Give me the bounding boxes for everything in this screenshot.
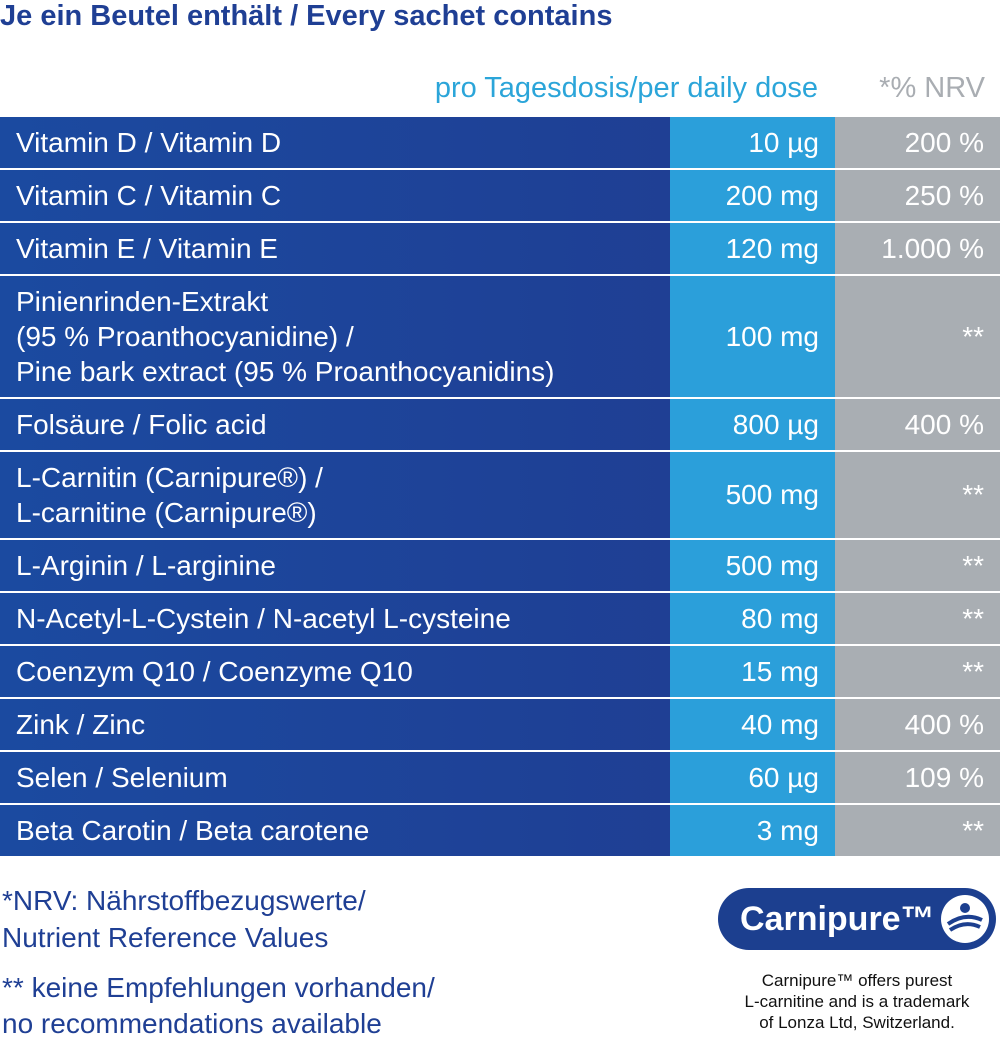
name-line: Vitamin E / Vitamin E xyxy=(16,233,278,264)
nutrient-name: Folsäure / Folic acid xyxy=(0,399,670,450)
amount-cell: 40 mg xyxy=(670,699,835,750)
amount-cell: 500 mg xyxy=(670,540,835,591)
caption-line: of Lonza Ltd, Switzerland. xyxy=(759,1013,955,1032)
column-header: *% NRV xyxy=(879,72,985,104)
nutrient-name: Vitamin C / Vitamin C xyxy=(0,170,670,221)
footnote: *NRV: Nährstoffbezugswerte/ xyxy=(2,885,366,916)
nrv-cell: 250 % xyxy=(835,170,1000,221)
nrv-cell: 200 % xyxy=(835,117,1000,168)
amount-cell: 500 mg xyxy=(670,452,835,538)
nrv-cell: 400 % xyxy=(835,699,1000,750)
footnote: Nutrient Reference Values xyxy=(2,922,329,953)
footnote: no recommendations available xyxy=(2,1008,382,1039)
nrv-cell: ** xyxy=(835,805,1000,856)
name-line: Selen / Selenium xyxy=(16,762,228,793)
nutrient-name: Vitamin D / Vitamin D xyxy=(0,117,670,168)
table-row: L-Arginin / L-arginine 500 mg ** xyxy=(0,540,1000,593)
nrv-cell: 109 % xyxy=(835,752,1000,803)
nutrient-name: Beta Carotin / Beta carotene xyxy=(0,805,670,856)
table-row: Vitamin C / Vitamin C 200 mg 250 % xyxy=(0,170,1000,223)
title: Je ein Beutel enthält / Every sachet con… xyxy=(0,0,613,32)
name-line: Coenzym Q10 / Coenzyme Q10 xyxy=(16,656,413,687)
name-line: Beta Carotin / Beta carotene xyxy=(16,815,370,846)
amount-cell: 15 mg xyxy=(670,646,835,697)
nutrient-name: L-Carnitin (Carnipure®) / L-carnitine (Ca… xyxy=(0,452,670,538)
nutrient-name: N-Acetyl-L-Cystein / N-acetyl L-cysteine xyxy=(0,593,670,644)
name-line: N-Acetyl-L-Cystein / N-acetyl L-cysteine xyxy=(16,603,511,634)
logo-icon xyxy=(941,895,989,943)
nutrient-name: Coenzym Q10 / Coenzyme Q10 xyxy=(0,646,670,697)
table-row: Coenzym Q10 / Coenzyme Q10 15 mg ** xyxy=(0,646,1000,699)
nrv-cell: 1.000 % xyxy=(835,223,1000,274)
caption-line: Carnipure™ offers purest xyxy=(761,971,953,990)
amount-cell: 200 mg xyxy=(670,170,835,221)
nutrient-name: Zink / Zinc xyxy=(0,699,670,750)
name-line: Zink / Zinc xyxy=(16,709,146,740)
amount-cell: 120 mg xyxy=(670,223,835,274)
amount-cell: 100 mg xyxy=(670,276,835,397)
name-line: (95 % Proanthocyanidine) / xyxy=(16,321,354,352)
nrv-cell: ** xyxy=(835,452,1000,538)
table-row: Beta Carotin / Beta carotene 3 mg ** xyxy=(0,805,1000,858)
logo: Carnipure™ xyxy=(718,888,996,950)
nrv-cell: ** xyxy=(835,646,1000,697)
nutrient-name: Selen / Selenium xyxy=(0,752,670,803)
name-line: Pine bark extract (95 % Proanthocyanidin… xyxy=(16,356,555,387)
name-line: L-Carnitin (Carnipure®) / xyxy=(16,462,323,493)
caption-line: L-carnitine and is a trademark xyxy=(744,992,970,1011)
logo-caption: Carnipure™ offers purest L-carnitine and … xyxy=(718,970,996,1033)
nutrient-name: Vitamin E / Vitamin E xyxy=(0,223,670,274)
name-line: Folsäure / Folic acid xyxy=(16,409,267,440)
table-row: Folsäure / Folic acid 800 µg 400 % xyxy=(0,399,1000,452)
table-row: L-Carnitin (Carnipure®) / L-carnitine (Ca… xyxy=(0,452,1000,540)
amount-cell: 60 µg xyxy=(670,752,835,803)
footnote: ** keine Empfehlungen vorhanden/ xyxy=(2,972,435,1003)
table-row: Selen / Selenium 60 µg 109 % xyxy=(0,752,1000,805)
logo-text: Carnipure™ xyxy=(740,899,935,938)
name-line: L-Arginin / L-arginine xyxy=(16,550,276,581)
name-line: L-carnitine (Carnipure®) xyxy=(16,497,317,528)
name-line: Vitamin D / Vitamin D xyxy=(16,127,282,158)
name-line: Pinienrinden-Extrakt xyxy=(16,286,269,317)
table-row: Vitamin E / Vitamin E 120 mg 1.000 % xyxy=(0,223,1000,276)
amount-cell: 800 µg xyxy=(670,399,835,450)
nutrient-name: Pinienrinden-Extrakt (95 % Proanthocyanid… xyxy=(0,276,670,397)
column-header: pro Tagesdosis/per daily dose xyxy=(434,72,818,104)
amount-cell: 80 mg xyxy=(670,593,835,644)
name-line: Vitamin C / Vitamin C xyxy=(16,180,282,211)
amount-cell: 10 µg xyxy=(670,117,835,168)
table-row: Vitamin D / Vitamin D 10 µg 200 % xyxy=(0,117,1000,170)
nrv-cell: 400 % xyxy=(835,399,1000,450)
nrv-cell: ** xyxy=(835,540,1000,591)
nrv-cell: ** xyxy=(835,276,1000,397)
amount-cell: 3 mg xyxy=(670,805,835,856)
nutrient-name: L-Arginin / L-arginine xyxy=(0,540,670,591)
table-row: N-Acetyl-L-Cystein / N-acetyl L-cysteine… xyxy=(0,593,1000,646)
table-row: Zink / Zinc 40 mg 400 % xyxy=(0,699,1000,752)
nutrient-table: Vitamin D / Vitamin D 10 µg 200 % Vitamin C… xyxy=(0,117,1000,858)
table-row: Pinienrinden-Extrakt (95 % Proanthocyanid… xyxy=(0,276,1000,399)
nrv-cell: ** xyxy=(835,593,1000,644)
